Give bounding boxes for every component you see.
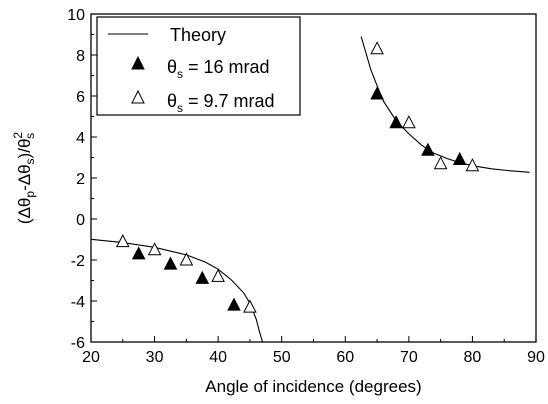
x-tick-label: 90 — [527, 349, 545, 366]
y-tick-label: 6 — [76, 89, 85, 106]
axis-ticks — [90, 13, 537, 343]
data-point-filled-triangle — [421, 142, 435, 156]
data-point-open-triangle — [147, 242, 162, 256]
y-tick-label: -2 — [71, 253, 85, 270]
x-axis-title: Angle of incidence (degrees) — [205, 377, 421, 396]
legend-filled-triangle-marker — [131, 55, 145, 70]
x-tick-label: 70 — [400, 349, 418, 366]
axis-tick-labels: 20 30 40 50 60 70 80 90 -6 -4 -2 0 2 4 6 8 10 — [67, 7, 545, 366]
data-point-open-triangle — [115, 234, 130, 248]
theory-curve — [91, 238, 264, 342]
x-tick-label: 80 — [464, 349, 482, 366]
data-point-open-triangle — [211, 268, 225, 282]
x-tick-label: 20 — [82, 349, 100, 366]
y-tick-label: -6 — [71, 335, 85, 352]
data-point-open-triangle — [243, 299, 257, 313]
legend-box — [96, 16, 301, 116]
legend-series-2-label: θs = 9.7 mrad — [167, 91, 275, 115]
data-point-open-triangle — [465, 158, 480, 172]
data-point-filled-triangle — [227, 297, 241, 311]
x-tick-label: 30 — [146, 349, 164, 366]
data-point-filled-triangle — [389, 115, 403, 129]
data-point-filled-triangle — [370, 86, 384, 100]
y-axis-title: (Δθp-Δθs)/θ2s — [11, 132, 37, 225]
x-tick-label: 50 — [273, 349, 291, 366]
theory-curve — [360, 36, 530, 173]
legend: Theory θs = 16 mrad θs = 9.7 mrad — [96, 16, 301, 116]
data-point-filled-triangle — [195, 270, 210, 284]
legend-open-triangle-marker — [131, 89, 145, 104]
y-tick-label: 8 — [76, 48, 85, 65]
data-markers — [115, 41, 480, 313]
data-point-open-triangle — [179, 252, 194, 266]
y-tick-label: -4 — [71, 294, 85, 311]
data-point-open-triangle — [370, 41, 384, 55]
data-point-filled-triangle — [452, 151, 467, 165]
data-point-open-triangle — [433, 156, 448, 170]
x-tick-label: 60 — [336, 349, 354, 366]
data-point-filled-triangle — [131, 246, 146, 260]
legend-series-1-label: θs = 16 mrad — [167, 57, 270, 81]
y-tick-label: 2 — [76, 171, 85, 188]
legend-theory-label: Theory — [170, 25, 226, 45]
x-tick-label: 40 — [209, 349, 227, 366]
y-tick-label: 4 — [76, 130, 85, 147]
data-point-filled-triangle — [163, 256, 178, 270]
y-tick-label: 10 — [67, 7, 85, 24]
y-tick-label: 0 — [76, 212, 85, 229]
data-point-open-triangle — [402, 115, 416, 129]
